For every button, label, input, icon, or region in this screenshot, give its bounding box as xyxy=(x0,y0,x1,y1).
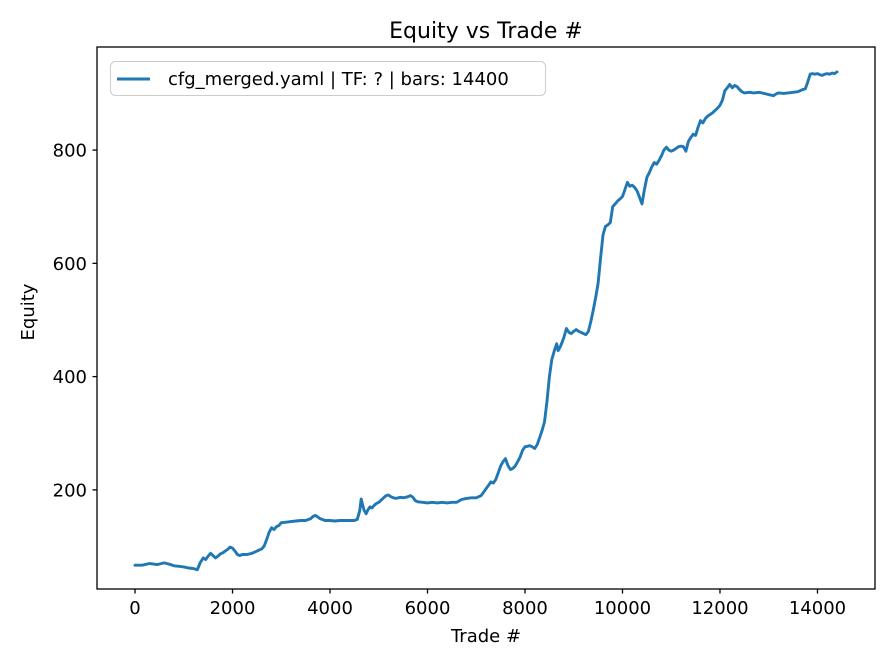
x-axis: 0 2000 4000 6000 8000 10000 12000 14000 xyxy=(129,589,846,619)
y-tick-label: 400 xyxy=(53,367,87,388)
x-tick-label: 2000 xyxy=(210,598,256,619)
x-tick-label: 4000 xyxy=(307,598,353,619)
x-axis-label: Trade # xyxy=(450,626,521,647)
x-tick-label: 8000 xyxy=(502,598,548,619)
x-tick-label: 10000 xyxy=(594,598,651,619)
x-tick-label: 6000 xyxy=(405,598,451,619)
y-tick-label: 800 xyxy=(53,141,87,162)
x-tick-label: 0 xyxy=(129,598,140,619)
x-tick-label: 12000 xyxy=(691,598,748,619)
y-axis-label: Equity xyxy=(18,283,39,340)
y-tick-label: 200 xyxy=(53,480,87,501)
plot-background xyxy=(97,47,875,589)
equity-line xyxy=(133,70,839,572)
y-tick-label: 600 xyxy=(53,254,87,275)
legend-label: cfg_merged.yaml | TF: ? | bars: 14400 xyxy=(168,69,509,90)
x-tick-label: 14000 xyxy=(789,598,846,619)
chart-title: Equity vs Trade # xyxy=(389,19,583,44)
plot-border xyxy=(96,46,876,590)
y-axis: 200 400 600 800 xyxy=(53,141,97,501)
legend: cfg_merged.yaml | TF: ? | bars: 14400 xyxy=(110,61,546,96)
legend-box xyxy=(110,61,546,96)
